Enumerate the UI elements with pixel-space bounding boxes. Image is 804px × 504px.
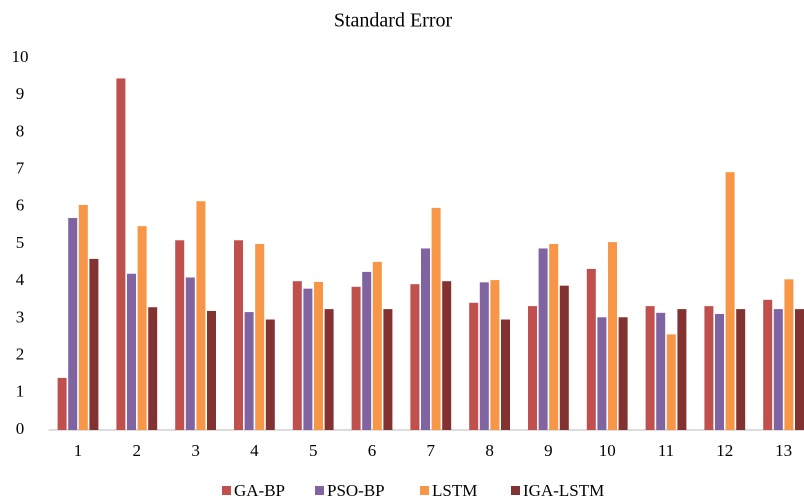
bar [608, 242, 617, 430]
bar [490, 280, 500, 430]
bar [78, 204, 88, 430]
x-tick-label: 5 [309, 441, 318, 460]
y-tick-label: 5 [16, 233, 25, 252]
bar [469, 302, 479, 430]
y-tick-label: 3 [16, 307, 25, 326]
legend-swatch [315, 486, 324, 495]
bar [763, 299, 773, 430]
bar [677, 309, 687, 430]
bar [773, 309, 783, 430]
bar [244, 312, 254, 430]
bar [137, 226, 147, 430]
bar [383, 309, 393, 430]
legend-swatch [222, 486, 231, 495]
x-tick-label: 13 [775, 441, 792, 460]
bar [725, 172, 735, 431]
x-tick-label: 3 [191, 441, 200, 460]
legend-label: LSTM [432, 481, 477, 500]
bar [704, 306, 714, 430]
x-tick-label: 7 [427, 441, 436, 460]
bar [362, 271, 372, 430]
legend-swatch [420, 486, 429, 495]
bar [196, 201, 206, 430]
x-tick-label: 6 [368, 441, 377, 460]
bar [314, 281, 323, 430]
legend-swatch [511, 486, 520, 495]
x-tick-label: 1 [74, 441, 83, 460]
bar [127, 273, 136, 430]
y-tick-label: 2 [16, 345, 25, 364]
bar [656, 312, 666, 430]
bar [715, 313, 724, 430]
y-tick-label: 6 [16, 196, 25, 215]
y-tick-label: 7 [16, 159, 25, 178]
bar [559, 285, 569, 430]
bar [57, 377, 67, 430]
bar [479, 282, 489, 430]
bar [175, 240, 185, 430]
bar [597, 317, 607, 430]
x-tick-label: 4 [250, 441, 259, 460]
bar [234, 240, 243, 430]
bar [784, 279, 794, 430]
bar [255, 244, 265, 430]
bar [501, 319, 510, 430]
bar [549, 244, 559, 430]
x-tick-label: 2 [133, 441, 142, 460]
bar [292, 281, 302, 430]
legend-label: PSO-BP [327, 481, 385, 500]
bar [207, 310, 216, 430]
bar [351, 286, 361, 430]
bar [528, 306, 537, 430]
y-tick-label: 8 [16, 121, 25, 140]
bar [116, 78, 126, 431]
bar [736, 309, 746, 430]
bar [372, 261, 382, 430]
bar [666, 334, 676, 430]
x-tick-label: 9 [544, 441, 553, 460]
bar [586, 268, 596, 430]
bar [538, 248, 548, 430]
bar [324, 309, 334, 430]
bar [410, 284, 420, 430]
bar [421, 248, 430, 430]
bar [303, 288, 313, 430]
bar [265, 319, 275, 430]
bar [795, 309, 804, 430]
x-tick-label: 10 [599, 441, 616, 460]
bar [442, 281, 452, 430]
y-tick-label: 1 [16, 382, 25, 401]
x-tick-label: 11 [658, 441, 674, 460]
bar [645, 306, 655, 430]
x-tick-label: 12 [716, 441, 733, 460]
legend-label: GA-BP [234, 481, 285, 500]
bar [431, 207, 441, 430]
legend-label: IGA-LSTM [523, 481, 604, 500]
y-tick-label: 9 [16, 84, 25, 103]
y-tick-label: 0 [16, 419, 25, 438]
bar [618, 317, 628, 430]
bar [185, 277, 195, 430]
bar [148, 307, 158, 430]
bar [68, 217, 78, 430]
x-tick-label: 8 [485, 441, 494, 460]
y-tick-label: 4 [16, 270, 25, 289]
chart-title: Standard Error [334, 10, 453, 32]
y-tick-label: 10 [12, 47, 29, 66]
bar [89, 258, 99, 430]
